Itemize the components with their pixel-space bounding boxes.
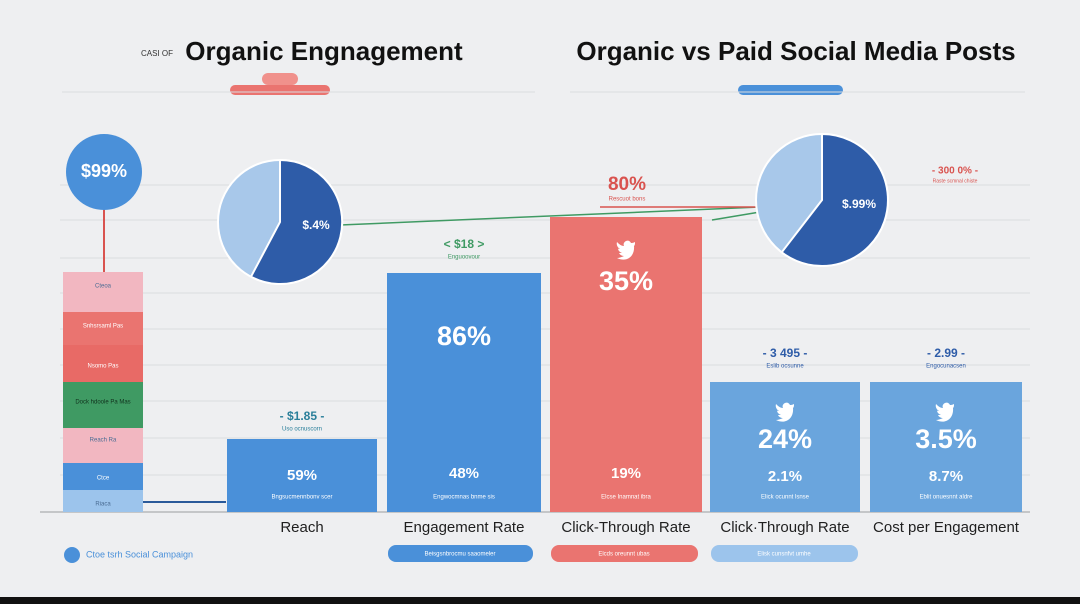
stack-label: Riaca <box>95 502 111 508</box>
pill-label: Elisk cunsnfvt umhe <box>757 552 811 558</box>
stack-label: Snhsrsaml Pas <box>83 324 123 330</box>
above-caption: Eslib ocsunne <box>766 364 804 370</box>
pill <box>388 545 533 562</box>
pie-label: $.99% <box>842 197 876 211</box>
category-label: Reach <box>280 519 323 536</box>
above-value: - $1.85 - <box>280 409 325 423</box>
bird-icon <box>616 240 954 422</box>
bar <box>550 217 702 512</box>
pill-label: Elcds oreunnt ubas <box>598 552 649 558</box>
pill-label: Beisgsnbrocmu saaomeler <box>424 552 495 558</box>
bar-caption: Eblit onuesnnt aldre <box>919 495 973 501</box>
category-label: Click-Through Rate <box>561 519 690 536</box>
category-label: Click·Through Rate <box>720 519 849 536</box>
callout-value: - 300 0% - <box>932 166 978 177</box>
stack-label: Dock hdoole Pa Mas <box>75 400 130 406</box>
legend-icon <box>64 547 80 563</box>
pie-slice <box>780 132 889 267</box>
pill <box>262 73 298 85</box>
pill <box>230 85 330 95</box>
pill <box>711 545 858 562</box>
bar-secondary-label: 48% <box>449 465 479 482</box>
category-label: Cost per Engagement <box>873 519 1020 536</box>
above-value: - 3 495 - <box>763 346 808 360</box>
grid <box>40 184 1030 513</box>
badge-label: $99% <box>81 161 127 181</box>
bar-secondary-label: 2.1% <box>768 468 802 485</box>
left-title: Organic Engnagement <box>185 36 463 66</box>
connector <box>339 206 761 226</box>
connector <box>711 211 761 221</box>
callout-caption: Rescuot bons <box>609 197 646 203</box>
category-label: Engagement Rate <box>404 519 525 536</box>
stack <box>63 272 143 512</box>
bar-main-label: 35% <box>599 266 653 296</box>
pill <box>551 545 698 562</box>
bar-texts: - $1.85 - Uso ocnuscorn 59% Bngsucmennbonv … <box>271 237 1019 536</box>
pie-slice <box>249 158 344 285</box>
stack-label: Nsomo Pas <box>87 364 118 370</box>
bar-caption: Elick ocunnt lsnse <box>761 495 810 501</box>
bar-main-label: 3.5% <box>915 424 977 454</box>
bar-main-label: 24% <box>758 424 812 454</box>
pie-label: $.4% <box>302 218 330 232</box>
bar-caption: Engwocmnas bnme sis <box>433 495 495 501</box>
stack-label: Cteoa <box>95 284 112 290</box>
bar-main-label: 86% <box>437 321 491 351</box>
bar-caption: Bngsucmennbonv scer <box>271 495 332 501</box>
bar-secondary-label: 19% <box>611 465 641 482</box>
above-caption: Engocunacsen <box>926 364 966 370</box>
above-caption: Enguoovour <box>448 255 480 261</box>
above-caption: Uso ocnuscorn <box>282 427 322 433</box>
bar-caption: Elcse Inamnat ibra <box>601 495 651 501</box>
bar <box>387 273 541 512</box>
callout-value: 80% <box>608 174 646 195</box>
above-value: < $18 > <box>444 237 485 251</box>
stack-label: Ctce <box>97 476 110 482</box>
callout-caption: Raste scmnal chiste <box>933 178 978 184</box>
pill <box>738 85 843 95</box>
bar-secondary-label: 59% <box>287 467 317 484</box>
right-title: Organic vs Paid Social Media Posts <box>576 36 1015 66</box>
legend-label: Ctoe tsrh Social Campaign <box>86 549 193 559</box>
bar-secondary-label: 8.7% <box>929 468 963 485</box>
above-value: - 2.99 - <box>927 346 965 360</box>
badge <box>66 134 142 210</box>
bar <box>227 439 377 512</box>
bottom-bar <box>0 597 1080 604</box>
title-prefix: CASI OF <box>141 49 173 58</box>
stack-label: Reach Ra <box>90 438 117 444</box>
